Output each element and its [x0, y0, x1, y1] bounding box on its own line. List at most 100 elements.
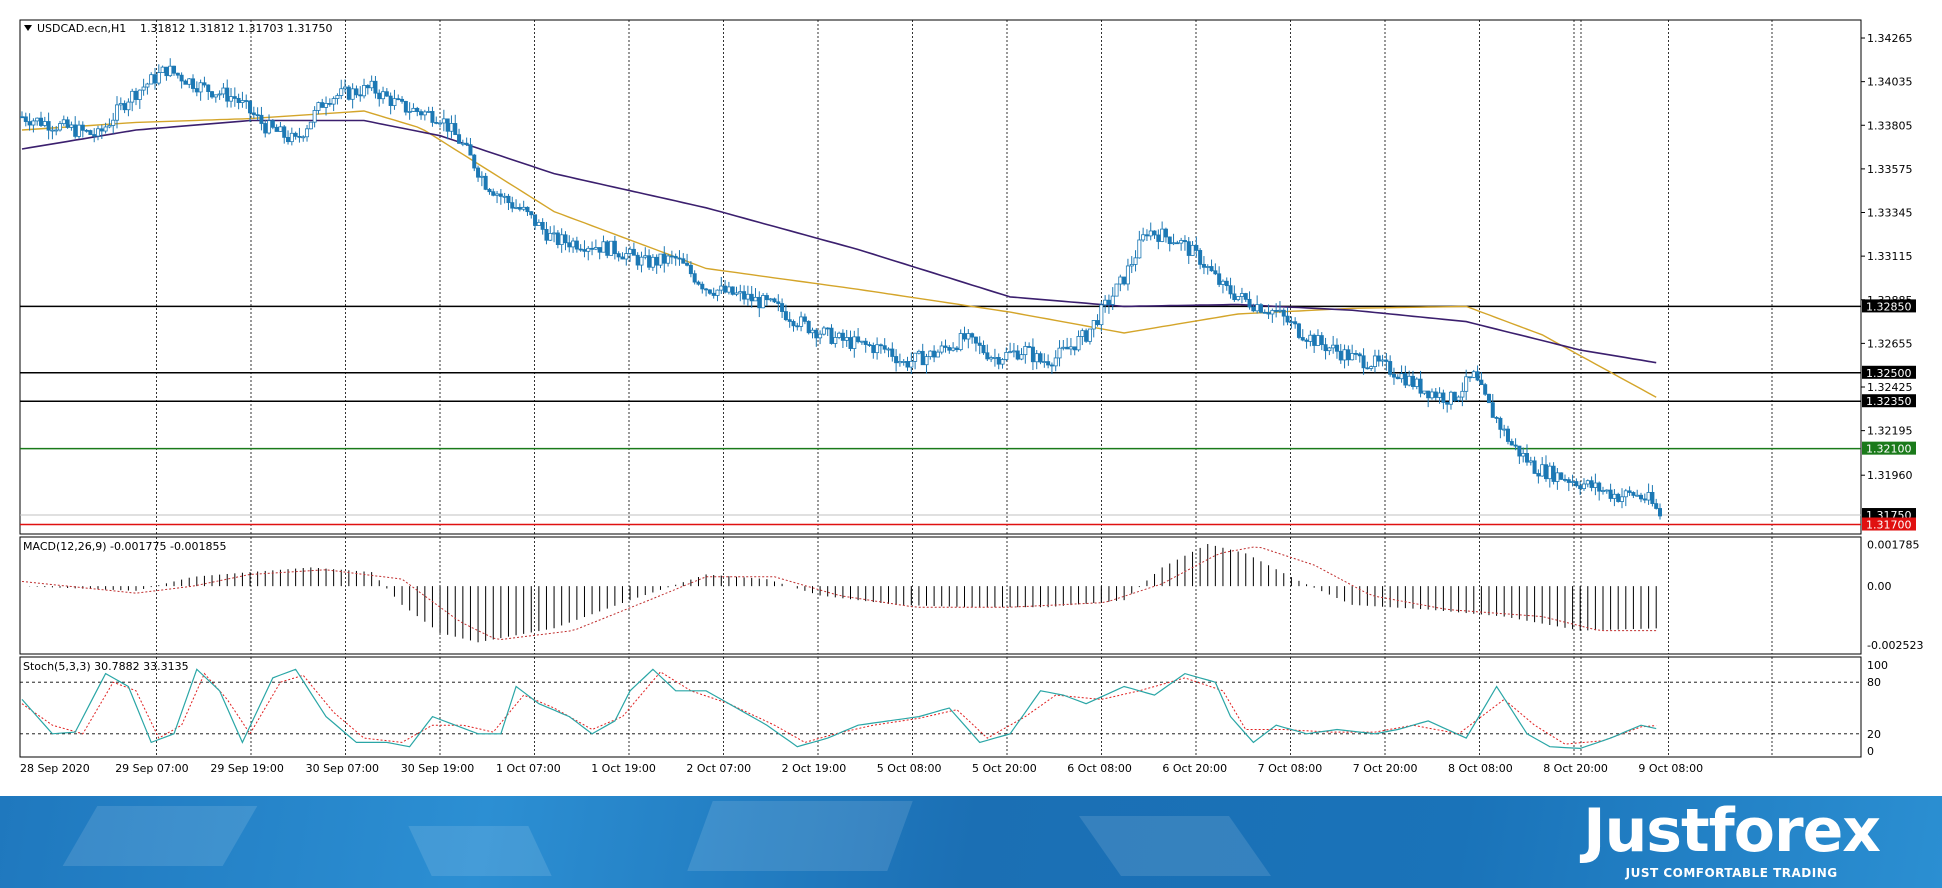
candle-body — [346, 86, 351, 100]
candle-body — [1323, 344, 1328, 352]
candle-body — [289, 132, 294, 143]
candle-body — [734, 292, 739, 295]
candle-body — [586, 247, 591, 252]
candle-body — [1209, 266, 1214, 272]
candle-body — [757, 296, 762, 309]
brand-logo: Justforex JUST COMFORTABLE TRADING — [1583, 798, 1881, 880]
candle-body — [985, 352, 990, 360]
candle-body — [122, 103, 127, 111]
candle-body — [1293, 321, 1298, 325]
candle-body — [704, 288, 709, 291]
time-tick-label: 7 Oct 08:00 — [1258, 762, 1323, 775]
candle-body — [1186, 241, 1191, 256]
candle-body — [772, 298, 777, 303]
candle-body — [263, 123, 268, 134]
candle-body — [1536, 473, 1541, 477]
candle-body — [118, 103, 123, 106]
dropdown-triangle-icon[interactable] — [24, 25, 32, 31]
candle-body — [31, 120, 36, 126]
candle-body — [61, 119, 66, 125]
candle-body — [1616, 493, 1621, 502]
level-tag-bg — [1862, 299, 1916, 313]
candle-body — [244, 100, 249, 102]
candle-body — [825, 327, 830, 330]
candle-body — [840, 332, 845, 341]
price-tick-label: 1.33805 — [1867, 119, 1913, 132]
candle-body — [1566, 479, 1571, 483]
candle-body — [1023, 346, 1028, 356]
candle-body — [707, 289, 712, 294]
candle-body — [1357, 353, 1362, 357]
candle-body — [1331, 344, 1336, 349]
candle-body — [1619, 496, 1624, 502]
candle-body — [635, 254, 640, 266]
candle-body — [84, 129, 89, 132]
candle-body — [278, 126, 283, 132]
price-tick-label: 1.34035 — [1867, 76, 1913, 89]
candle-body — [327, 103, 332, 105]
candle-body — [1638, 494, 1643, 500]
candle-body — [274, 126, 279, 132]
candle-body — [1376, 355, 1381, 362]
candle-body — [206, 84, 211, 92]
moving-averages — [21, 110, 1657, 398]
candle-body — [730, 286, 735, 295]
candle-body — [966, 333, 971, 340]
candle-body — [506, 195, 511, 204]
candle-body — [73, 124, 78, 137]
candle-body — [175, 72, 180, 76]
candle-body — [1308, 334, 1313, 342]
candle-body — [1061, 346, 1066, 349]
candle-body — [909, 360, 914, 368]
candle-body — [476, 167, 481, 178]
candle-body — [1163, 228, 1168, 238]
candle-body — [814, 329, 819, 339]
banner-shape — [62, 806, 258, 866]
candle-body — [438, 122, 443, 125]
time-tick-label: 29 Sep 07:00 — [115, 762, 188, 775]
candle-body — [764, 295, 769, 301]
candle-body — [1399, 373, 1404, 380]
candle-body — [282, 126, 287, 138]
candle-body — [1646, 491, 1651, 501]
candle-body — [1570, 481, 1575, 483]
candle-body — [369, 80, 374, 89]
candle-body — [453, 123, 458, 136]
candle-body — [1281, 309, 1286, 317]
candle-body — [593, 247, 598, 250]
candle-body — [495, 193, 500, 196]
candle-body — [951, 347, 956, 351]
candle-body — [111, 119, 116, 126]
candle-body — [1300, 337, 1305, 341]
candle-body — [103, 126, 108, 132]
candle-body — [358, 94, 363, 97]
ma-purple-line — [21, 119, 1657, 364]
candle-body — [449, 123, 454, 132]
stochastic-indicator: 100 80 20 0 — [20, 659, 1888, 758]
candle-body — [578, 248, 583, 251]
candle-body — [130, 90, 135, 103]
candle-body — [1448, 391, 1453, 405]
candle-body — [1129, 264, 1134, 267]
candle-body — [498, 193, 503, 197]
candle-body — [723, 285, 728, 293]
candle-body — [316, 102, 321, 111]
candle-body — [1422, 390, 1427, 394]
macd-indicator: 0.001785 0.00 -0.002523 — [21, 538, 1923, 652]
main-frame — [19, 19, 1862, 758]
candle-body — [1038, 353, 1043, 363]
candle-body — [502, 195, 507, 198]
candle-body — [536, 221, 541, 226]
candle-body — [1319, 335, 1324, 346]
candle-body — [1099, 304, 1104, 326]
candle-body — [39, 117, 44, 126]
time-tick-label: 1 Oct 19:00 — [591, 762, 656, 775]
candle-body — [726, 286, 731, 293]
candle-body — [1441, 392, 1446, 403]
candle-body — [172, 65, 177, 74]
candle-body — [343, 86, 348, 90]
candle-body — [1593, 482, 1598, 488]
stoch-label: Stoch(5,3,3) 30.7882 33.3135 — [23, 660, 189, 673]
candle-body — [422, 111, 427, 116]
candle-body — [1034, 353, 1039, 363]
